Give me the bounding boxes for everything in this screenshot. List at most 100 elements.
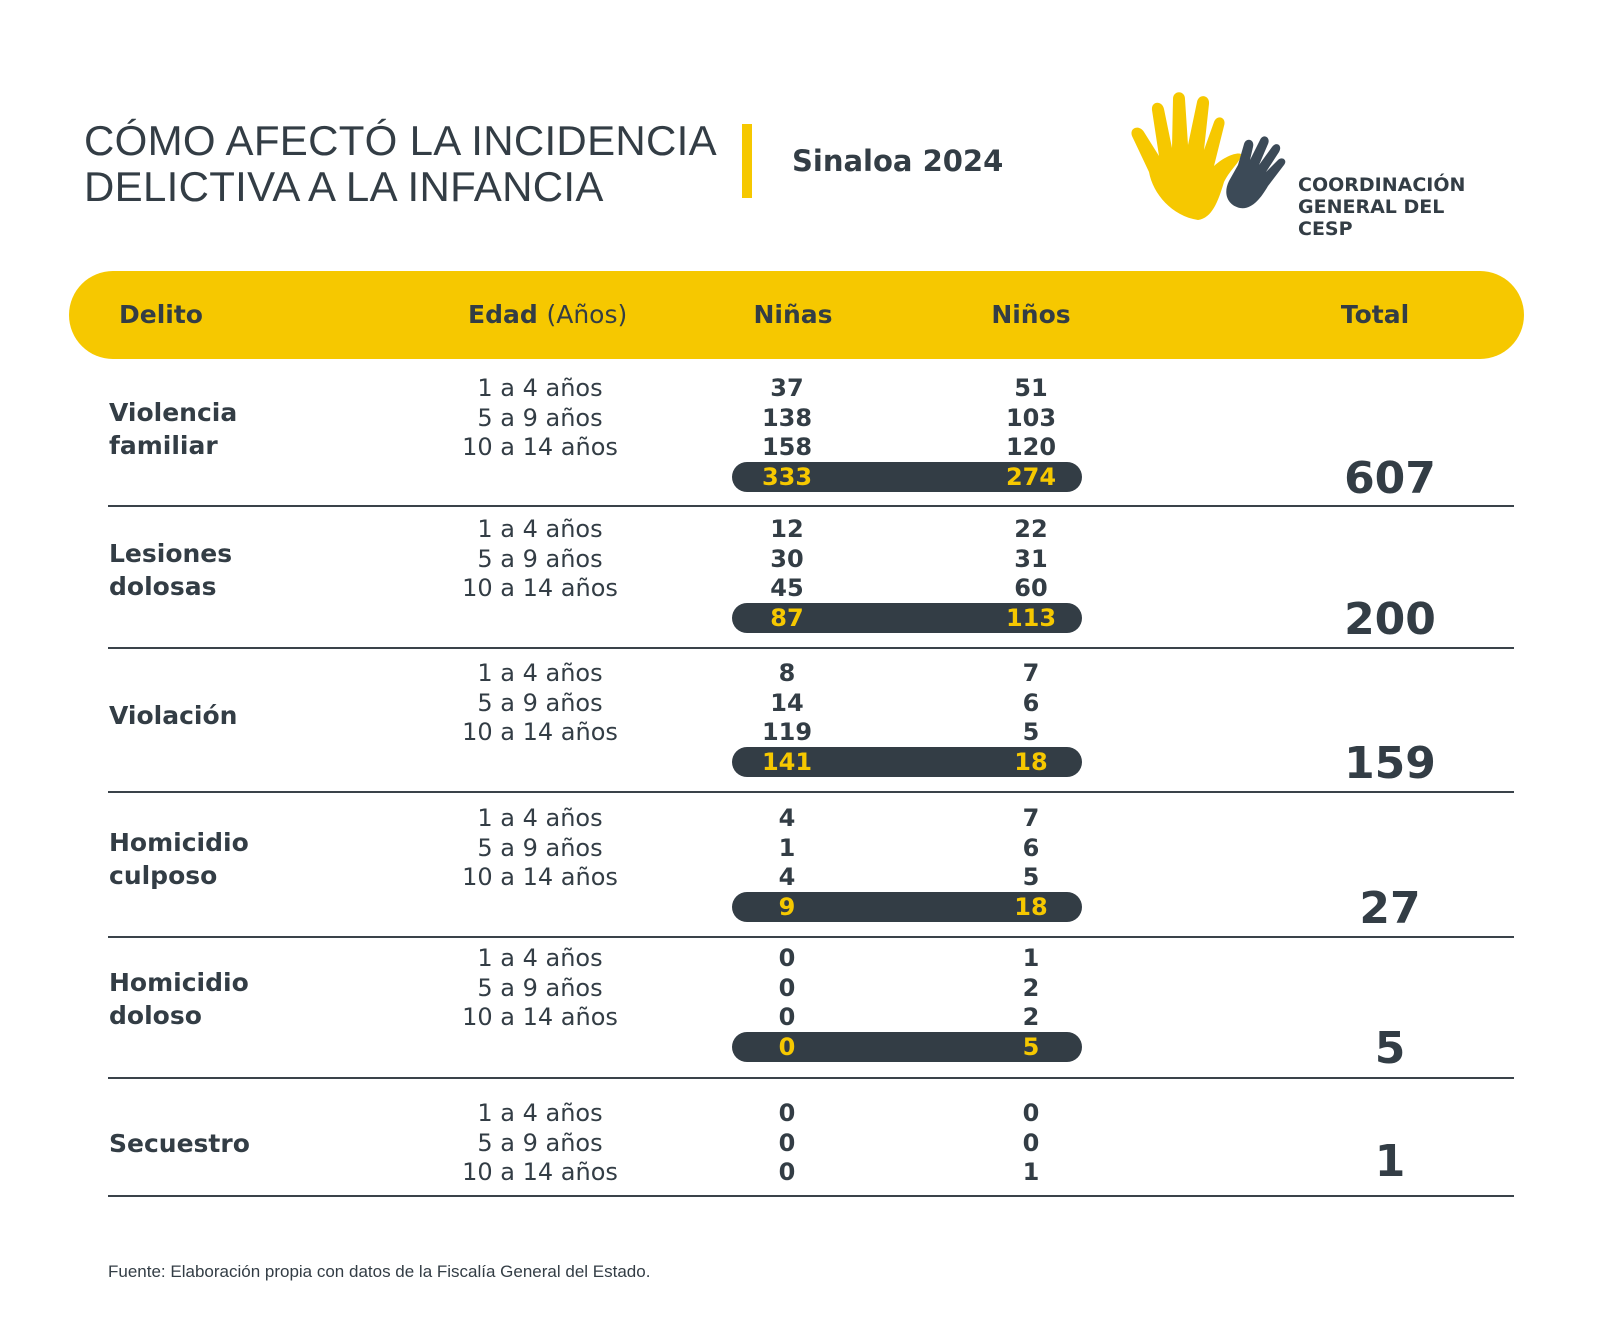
ninas-value: 119 bbox=[761, 718, 813, 746]
ninos-value: 51 bbox=[1014, 374, 1048, 402]
row-divider bbox=[108, 936, 1514, 938]
age-ranges: 1 a 4 años 5 a 9 años 10 a 14 años bbox=[440, 804, 640, 893]
ninos-value: 1 bbox=[1022, 944, 1040, 972]
row-divider bbox=[108, 1195, 1514, 1197]
logo-text-line-2: GENERAL DEL CESP bbox=[1298, 196, 1445, 240]
crime-label-line-2: culposo bbox=[109, 861, 218, 890]
age-range: 5 a 9 años bbox=[477, 833, 603, 862]
ninos-value: 7 bbox=[1022, 659, 1040, 687]
row-total: 5 bbox=[1374, 1023, 1406, 1074]
age-range: 1 a 4 años bbox=[477, 1099, 603, 1127]
ninas-value: 0 bbox=[778, 1158, 796, 1186]
ninas-value: 4 bbox=[778, 863, 796, 891]
age-range: 5 a 9 años bbox=[477, 544, 603, 573]
ninos-values: 1 2 2 bbox=[956, 944, 1106, 1033]
ninas-values: 8 14 119 bbox=[712, 659, 862, 748]
crime-label-line-1: Lesiones bbox=[109, 539, 233, 568]
ninos-value: 60 bbox=[1014, 574, 1048, 602]
subtitle-year: Sinaloa 2024 bbox=[792, 144, 1004, 178]
ninos-value: 6 bbox=[1022, 688, 1040, 717]
ninos-value: 2 bbox=[1022, 973, 1040, 1002]
row-divider bbox=[108, 505, 1514, 507]
table-row: Secuestro 1 a 4 años 5 a 9 años 10 a 14 … bbox=[0, 1099, 1600, 1239]
ninos-value: 5 bbox=[1022, 863, 1040, 891]
ninos-value: 2 bbox=[1022, 1003, 1040, 1031]
ninas-value: 0 bbox=[778, 944, 796, 972]
ninas-values: 0 0 0 bbox=[712, 944, 862, 1033]
table-row: Violencia familiar 1 a 4 años 5 a 9 años… bbox=[0, 374, 1600, 514]
title-divider bbox=[742, 124, 752, 198]
ninas-subtotal: 87 bbox=[770, 604, 804, 632]
title-line-2: DELICTIVA A LA INFANCIA bbox=[84, 163, 604, 210]
age-range: 10 a 14 años bbox=[462, 1003, 618, 1031]
ninos-value: 31 bbox=[1014, 544, 1048, 573]
ninas-value: 37 bbox=[770, 374, 804, 402]
ninas-subtotal: 9 bbox=[778, 893, 796, 921]
ninos-subtotal: 113 bbox=[1005, 604, 1057, 632]
ninas-values: 0 0 0 bbox=[712, 1099, 862, 1188]
age-range: 1 a 4 años bbox=[477, 944, 603, 972]
crime-label: Homicidio doloso bbox=[109, 966, 409, 1032]
age-range: 1 a 4 años bbox=[477, 374, 603, 402]
logo-wordmark: COORDINACIÓN GENERAL DEL CESP bbox=[1298, 174, 1465, 240]
ninas-subtotal: 0 bbox=[778, 1033, 796, 1061]
ninos-value: 1 bbox=[1022, 1158, 1040, 1186]
age-range: 1 a 4 años bbox=[477, 659, 603, 687]
age-range: 10 a 14 años bbox=[462, 1158, 618, 1186]
crime-label-line-2: doloso bbox=[109, 1001, 202, 1030]
page-title: CÓMO AFECTÓ LA INCIDENCIA DELICTIVA A LA… bbox=[84, 118, 717, 210]
age-range: 10 a 14 años bbox=[462, 718, 618, 746]
age-range: 1 a 4 años bbox=[477, 515, 603, 543]
row-total: 200 bbox=[1344, 594, 1436, 645]
ninas-subtotal: 141 bbox=[761, 748, 813, 776]
crime-label: Violación bbox=[109, 699, 409, 732]
ninos-value: 22 bbox=[1014, 515, 1048, 543]
column-header-delito: Delito bbox=[119, 300, 203, 329]
subtotal-pill bbox=[732, 1032, 1082, 1062]
ninas-values: 37 138 158 bbox=[712, 374, 862, 463]
ninos-values: 22 31 60 bbox=[956, 515, 1106, 604]
age-ranges: 1 a 4 años 5 a 9 años 10 a 14 años bbox=[440, 515, 640, 604]
subtotal-pill bbox=[732, 747, 1082, 777]
age-range: 5 a 9 años bbox=[477, 688, 603, 717]
row-divider bbox=[108, 791, 1514, 793]
ninos-value: 0 bbox=[1022, 1099, 1040, 1127]
crime-label-line-1: Violación bbox=[109, 701, 238, 730]
row-total: 1 bbox=[1374, 1136, 1406, 1187]
ninos-value: 0 bbox=[1022, 1128, 1040, 1157]
age-range: 5 a 9 años bbox=[477, 1128, 603, 1157]
subtotal-pill bbox=[732, 892, 1082, 922]
ninos-value: 120 bbox=[1005, 433, 1057, 461]
title-line-1: CÓMO AFECTÓ LA INCIDENCIA bbox=[84, 117, 717, 164]
ninos-value: 7 bbox=[1022, 804, 1040, 832]
crime-label-line-1: Homicidio bbox=[109, 968, 249, 997]
table-header bbox=[69, 271, 1524, 359]
age-range: 10 a 14 años bbox=[462, 433, 618, 461]
source-note: Fuente: Elaboración propia con datos de … bbox=[108, 1262, 651, 1281]
ninos-subtotal: 5 bbox=[1022, 1033, 1040, 1061]
age-range: 5 a 9 años bbox=[477, 403, 603, 432]
crime-label: Violencia familiar bbox=[109, 396, 409, 462]
column-header-ninas: Niñas bbox=[753, 300, 833, 329]
ninas-value: 0 bbox=[778, 1003, 796, 1031]
ninas-values: 12 30 45 bbox=[712, 515, 862, 604]
ninas-value: 138 bbox=[761, 403, 813, 432]
subtotal-pill bbox=[732, 603, 1082, 633]
age-range: 5 a 9 años bbox=[477, 973, 603, 1002]
dark-hand-shape bbox=[1226, 136, 1286, 209]
ninos-value: 6 bbox=[1022, 833, 1040, 862]
ninos-value: 5 bbox=[1022, 718, 1040, 746]
ninos-subtotal: 274 bbox=[1005, 463, 1057, 491]
yellow-hand-shape bbox=[1131, 92, 1241, 220]
column-header-total: Total bbox=[1340, 300, 1410, 329]
ninas-value: 45 bbox=[770, 574, 804, 602]
row-total: 27 bbox=[1359, 883, 1421, 934]
age-ranges: 1 a 4 años 5 a 9 años 10 a 14 años bbox=[440, 374, 640, 463]
ninas-value: 30 bbox=[770, 544, 804, 573]
column-header-edad-unit: (Años) bbox=[546, 300, 628, 329]
crime-label: Homicidio culposo bbox=[109, 826, 409, 892]
crime-label-line-1: Secuestro bbox=[109, 1129, 250, 1158]
crime-label-line-1: Homicidio bbox=[109, 828, 249, 857]
ninas-value: 12 bbox=[770, 515, 804, 543]
row-total: 607 bbox=[1344, 453, 1436, 504]
